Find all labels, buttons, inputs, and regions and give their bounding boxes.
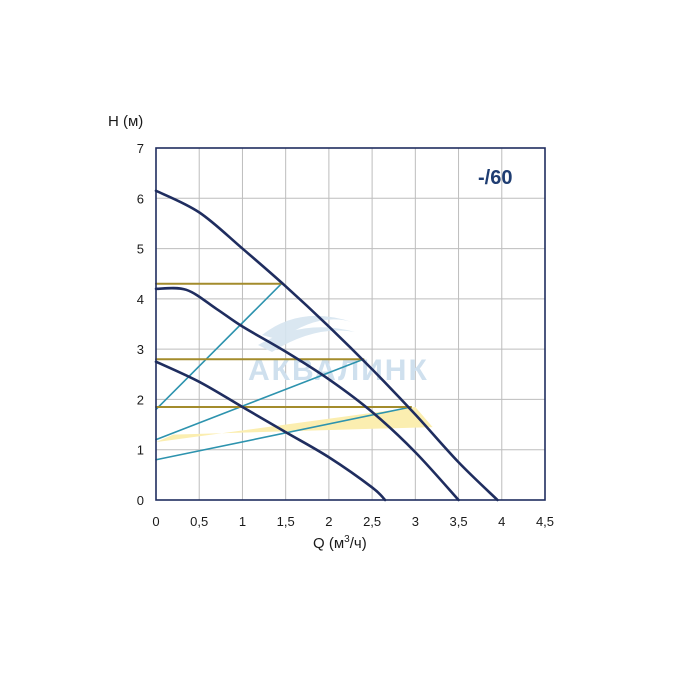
x-tick-label: 4 xyxy=(498,514,505,529)
series-layer xyxy=(154,189,499,502)
plot-frame xyxy=(155,147,546,501)
y-tick-label: 6 xyxy=(137,191,144,206)
y-tick-label: 7 xyxy=(137,141,144,156)
operating-zone-fill xyxy=(156,406,433,443)
series-speed-medium xyxy=(154,286,460,502)
x-tick-label: 3,5 xyxy=(450,514,468,529)
x-tick-label: 2 xyxy=(325,514,332,529)
model-badge: -/60 xyxy=(478,167,512,189)
x-tick-label: 4,5 xyxy=(536,514,554,529)
y-axis-label: H (м) xyxy=(108,113,143,130)
y-tick-label: 3 xyxy=(137,342,144,357)
y-tick-label: 5 xyxy=(137,242,144,257)
x-tick-label: 2,5 xyxy=(363,514,381,529)
x-tick-label: 3 xyxy=(412,514,419,529)
x-axis-label: Q (м3/ч) xyxy=(313,534,367,552)
y-tick-label: 0 xyxy=(137,493,144,508)
y-tick-label: 2 xyxy=(137,392,144,407)
series-proportional-pressure xyxy=(155,406,412,461)
x-tick-label: 0,5 xyxy=(190,514,208,529)
x-tick-label: 0 xyxy=(152,514,159,529)
x-tick-label: 1,5 xyxy=(277,514,295,529)
y-tick-labels: 0 1 2 3 4 5 6 7 xyxy=(137,141,144,508)
series-speed-high xyxy=(154,189,499,502)
x-tick-labels: 0 0,5 1 1,5 2 2,5 3 3,5 4 4,5 xyxy=(152,514,554,529)
y-tick-label: 1 xyxy=(137,443,144,458)
operating-zone xyxy=(156,406,433,443)
y-tick-label: 4 xyxy=(137,292,144,307)
series-proportional-pressure xyxy=(155,358,365,441)
x-tick-label: 1 xyxy=(239,514,246,529)
series-speed-low xyxy=(154,360,387,502)
watermark-logo-icon xyxy=(258,315,355,352)
series-proportional-pressure xyxy=(155,282,283,411)
watermark: АКВАЛИНК xyxy=(248,315,427,387)
